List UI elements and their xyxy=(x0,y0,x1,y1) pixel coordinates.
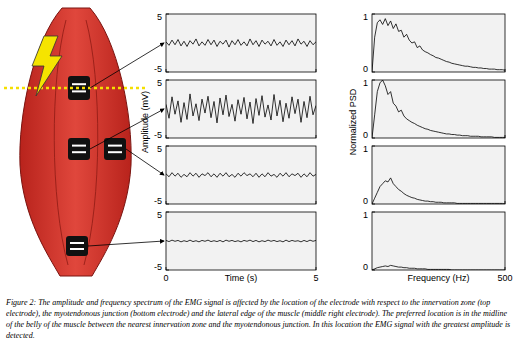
electrode-bar xyxy=(72,90,86,92)
plot-frame xyxy=(372,146,505,204)
signal-line xyxy=(372,178,505,204)
x-tick xyxy=(316,267,317,270)
muscle xyxy=(20,8,131,276)
y-tick xyxy=(372,146,375,147)
y-tick xyxy=(166,270,169,271)
plot-frame xyxy=(166,146,316,204)
electrode-bar xyxy=(70,242,84,244)
y-tick xyxy=(166,146,169,147)
chart-panel: -5 5 0 5 Time (s) xyxy=(154,210,319,283)
y-tick-label: 0 xyxy=(363,262,368,272)
y-tick xyxy=(372,138,375,139)
chart-panel: -5 5 xyxy=(154,12,316,74)
data-group xyxy=(166,240,316,242)
signal-line xyxy=(372,19,505,72)
y-tick-label: 5 xyxy=(157,210,162,220)
pointer-arrow xyxy=(88,241,164,246)
electrode xyxy=(66,236,88,256)
figure: -55-55Amplitude (mV)-55-5505Time (s)0101… xyxy=(0,0,520,351)
chart-panel: 0 1 Normalized PSD xyxy=(348,78,505,155)
data-group xyxy=(166,94,316,124)
pointer-arrow xyxy=(90,109,164,149)
y-tick-label: -5 xyxy=(154,262,162,272)
y-tick xyxy=(372,212,375,213)
electrode xyxy=(104,138,126,160)
y-tick xyxy=(166,80,169,81)
x-tick xyxy=(166,69,167,72)
innervation-zone xyxy=(4,87,146,90)
signal-line xyxy=(372,265,505,270)
signal-line xyxy=(166,240,316,242)
y-tick-label: 0 xyxy=(363,130,368,140)
y-tick xyxy=(372,80,375,81)
y-tick-label: 5 xyxy=(157,144,162,154)
y-tick-label: -5 xyxy=(154,196,162,206)
y-tick xyxy=(372,72,375,73)
x-axis-label: Time (s) xyxy=(225,273,258,283)
x-tick xyxy=(316,69,317,72)
data-group xyxy=(372,19,505,72)
y-tick-label: 1 xyxy=(363,12,368,22)
y-tick xyxy=(166,212,169,213)
y-tick-label: -5 xyxy=(154,130,162,140)
x-tick-label: 0 xyxy=(163,273,168,283)
data-group xyxy=(166,173,316,178)
plot-frame xyxy=(166,80,316,138)
y-tick-label: 1 xyxy=(363,78,368,88)
x-tick xyxy=(166,135,167,138)
data-group xyxy=(372,178,505,204)
signal-line xyxy=(166,94,316,124)
plot-frame xyxy=(372,80,505,138)
x-tick xyxy=(316,135,317,138)
y-tick-label: 5 xyxy=(157,78,162,88)
y-tick xyxy=(372,14,375,15)
chart-panel: 01 xyxy=(363,12,505,74)
pointer-arrow xyxy=(90,43,164,88)
y-tick-label: 0 xyxy=(363,196,368,206)
data-group xyxy=(372,80,505,138)
muscle-diagram xyxy=(4,8,164,276)
x-axis-label: Frequency (Hz) xyxy=(407,273,469,283)
plot-frame xyxy=(166,14,316,72)
y-tick xyxy=(166,72,169,73)
y-tick-label: 5 xyxy=(157,12,162,22)
chart-panel: 01 xyxy=(363,144,505,206)
x-tick xyxy=(166,201,167,204)
y-tick-label: 1 xyxy=(363,144,368,154)
x-tick xyxy=(316,201,317,204)
plot-frame xyxy=(372,212,505,270)
data-group xyxy=(372,265,505,270)
electrode xyxy=(68,138,90,160)
plot-frame xyxy=(372,14,505,72)
signal-line xyxy=(372,80,505,138)
y-tick xyxy=(166,14,169,15)
y-tick xyxy=(166,204,169,205)
y-axis-label: Amplitude (mV) xyxy=(140,91,150,153)
x-tick-label: 500 xyxy=(497,273,512,283)
data-group xyxy=(166,39,316,47)
electrode-bar xyxy=(72,151,86,153)
y-tick xyxy=(166,138,169,139)
electrode-bar xyxy=(72,145,86,147)
x-tick-label: 5 xyxy=(313,273,318,283)
y-axis-label: Normalized PSD xyxy=(348,88,358,155)
electrode-bar xyxy=(70,248,84,250)
caption: Figure 2: The amplitude and frequency sp… xyxy=(6,297,514,341)
y-tick-label: -5 xyxy=(154,64,162,74)
y-tick-label: 0 xyxy=(363,64,368,74)
chart-panel: 0 1 500 Frequency (Hz) xyxy=(363,210,513,283)
stimulus-bolt xyxy=(32,36,62,96)
x-tick xyxy=(166,267,167,270)
electrode-bar xyxy=(108,145,122,147)
signal-line xyxy=(166,39,316,47)
electrode-bar xyxy=(108,151,122,153)
chart-panel: -5 5 Amplitude (mV) xyxy=(140,78,316,153)
y-tick-label: 1 xyxy=(363,210,368,220)
x-tick xyxy=(505,267,506,270)
chart-panel: -5 5 xyxy=(154,144,316,206)
electrode-bar xyxy=(72,83,86,85)
signal-line xyxy=(166,173,316,178)
plot-frame xyxy=(166,212,316,270)
